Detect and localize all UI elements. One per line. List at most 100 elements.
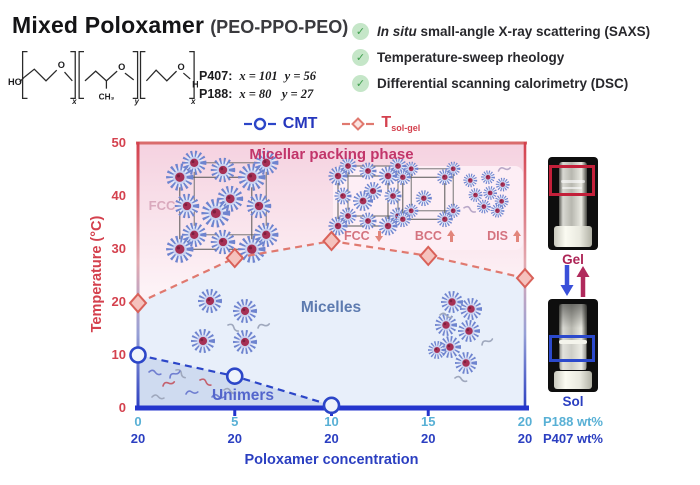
down-arrow-icon — [374, 230, 384, 242]
unimer-squiggle — [463, 205, 477, 213]
svg-text:HO: HO — [8, 77, 22, 87]
micelle-icon — [481, 170, 495, 185]
micelle-icon — [427, 340, 446, 359]
unimer-squiggle — [454, 375, 468, 383]
chart-legend: CMT Tsol-gel — [138, 114, 525, 133]
methods-checklist: ✓ In situ small-angle X-ray scattering (… — [352, 22, 650, 100]
micelle-icon — [197, 288, 222, 313]
fcc-structure-icon — [166, 150, 279, 263]
phase-label-unimers: Unimers — [211, 387, 275, 404]
micelle-icon — [334, 187, 352, 205]
cmt-point — [129, 346, 147, 364]
micelle-icon — [210, 229, 236, 255]
fcc-structure-icon — [328, 157, 407, 236]
sol-highlight-box — [549, 335, 595, 362]
svg-text:x: x — [190, 97, 196, 106]
micelle-icon — [181, 150, 207, 176]
phase-label-micelles: Micelles — [300, 299, 362, 316]
structure-label: FCC — [344, 229, 370, 243]
micelle-icon — [434, 313, 457, 336]
phase-label-fcc: FCC — [148, 198, 176, 213]
micelle-icon — [238, 163, 266, 191]
structure-trend-dis: DIS — [487, 229, 522, 243]
micelle-icon — [384, 187, 402, 205]
x-tick-p407: 20 — [421, 431, 436, 446]
micelle-icon — [378, 166, 398, 186]
cmt-point — [322, 396, 341, 415]
tsolgel-point — [225, 247, 245, 269]
micelle-icon — [415, 190, 432, 207]
micelle-icon — [468, 188, 483, 202]
unimer-squiggle — [162, 381, 176, 387]
vial-cap — [554, 371, 592, 389]
y-tick-label: 40 — [111, 188, 126, 203]
micelle-icon — [476, 199, 491, 214]
micelle-icon — [378, 216, 398, 236]
gel-vial-photo — [548, 157, 598, 250]
unimer-squiggle — [185, 390, 199, 395]
micelle-icon — [494, 194, 509, 209]
micelle-icon — [201, 198, 231, 228]
phase-label-micellar-packing: Micellar packing phase — [249, 146, 414, 163]
micelle-icon — [181, 222, 207, 248]
micelle-icon — [446, 203, 461, 218]
x-tick-p407: 20 — [517, 431, 533, 446]
structure-trend-bcc: BCC — [415, 229, 456, 243]
unimer-squiggle — [497, 167, 511, 172]
micelle-icon — [404, 203, 419, 218]
y-axis-title: Temperature (°C) — [89, 215, 105, 333]
unimer-squiggle — [151, 394, 165, 400]
x-row-label-p407: P407 wt% — [543, 431, 603, 446]
x-axis-title: Poloxamer concentration — [244, 452, 419, 468]
micelle-icon — [339, 157, 357, 175]
up-arrow-icon — [512, 230, 522, 242]
micelle-icon — [253, 150, 279, 176]
cmt-point — [225, 367, 244, 386]
x-tick-p188: 15 — [421, 414, 436, 429]
x-tick-p188: 0 — [134, 414, 142, 429]
sol-label: Sol — [562, 394, 584, 409]
check-icon: ✓ — [352, 22, 369, 40]
micelle-icon — [436, 169, 453, 186]
svg-text:O: O — [58, 60, 65, 70]
micelle-icon — [190, 328, 215, 353]
micelle-icon — [174, 193, 200, 219]
unimer-squiggle — [211, 393, 225, 399]
legend-tsolgel: Tsol-gel — [341, 114, 420, 133]
unimer-squiggle — [199, 378, 212, 386]
y-tick-label: 50 — [111, 135, 126, 150]
micelle-icon — [253, 222, 279, 248]
x-tick-p407: 20 — [324, 431, 339, 446]
y-tick-label: 20 — [111, 294, 126, 309]
liquid-meniscus — [559, 340, 587, 344]
tsolgel-point — [515, 267, 535, 289]
sol-vial-photo — [548, 299, 598, 392]
tsolgel-point — [418, 245, 438, 267]
unimer-squiggle — [257, 323, 271, 329]
y-tick-label: 30 — [111, 241, 126, 256]
svg-text:x: x — [71, 97, 77, 106]
unimer-squiggle — [169, 370, 181, 379]
micelle-icon — [166, 163, 194, 191]
micelle-icon — [238, 235, 266, 263]
unimer-squiggle — [439, 312, 453, 319]
page-title: Mixed Poloxamer (PEO-PPO-PEO) — [12, 12, 348, 39]
gel-sol-transition-arrows — [560, 265, 590, 297]
polymer-parameters: P407: x = 101 y = 56 P188: x = 80 y = 27 — [199, 67, 316, 103]
title-sub: (PEO-PPO-PEO) — [210, 17, 349, 37]
micelle-icon — [166, 235, 194, 263]
legend-cmt: CMT — [243, 115, 317, 133]
title-main: Mixed Poloxamer — [12, 12, 205, 38]
micelle-icon — [454, 351, 477, 374]
micelle-icon — [457, 319, 480, 342]
micelle-icon — [210, 157, 236, 183]
unimer-squiggle — [175, 368, 186, 379]
p188-params: P188: x = 80 y = 27 — [199, 87, 314, 101]
structure-trend-row: FCC BCC DIS — [344, 229, 522, 243]
x-row-label-p188: P188 wt% — [543, 414, 603, 429]
svg-text:CH₃: CH₃ — [99, 92, 115, 101]
dis-structure-icon — [463, 167, 511, 218]
p407-params: P407: x = 101 y = 56 — [199, 69, 317, 83]
